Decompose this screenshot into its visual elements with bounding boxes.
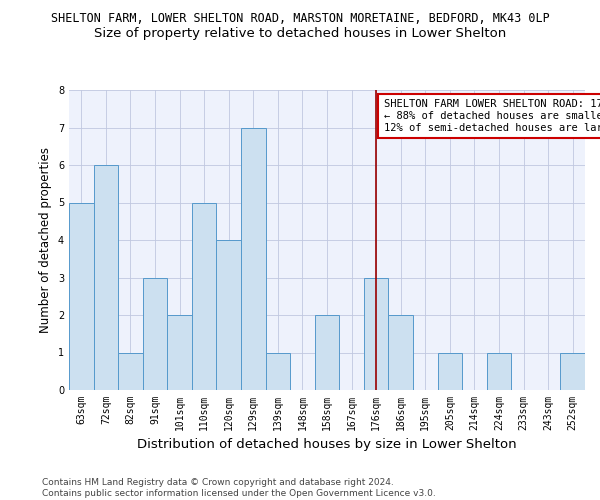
Text: Size of property relative to detached houses in Lower Shelton: Size of property relative to detached ho…: [94, 28, 506, 40]
Bar: [388, 315, 413, 390]
Bar: [364, 278, 388, 390]
Bar: [241, 128, 266, 390]
Bar: [167, 315, 192, 390]
Y-axis label: Number of detached properties: Number of detached properties: [40, 147, 52, 333]
Bar: [315, 315, 339, 390]
X-axis label: Distribution of detached houses by size in Lower Shelton: Distribution of detached houses by size …: [137, 438, 517, 452]
Bar: [266, 352, 290, 390]
Bar: [217, 240, 241, 390]
Bar: [69, 202, 94, 390]
Text: Contains HM Land Registry data © Crown copyright and database right 2024.
Contai: Contains HM Land Registry data © Crown c…: [42, 478, 436, 498]
Bar: [437, 352, 462, 390]
Bar: [94, 165, 118, 390]
Text: SHELTON FARM, LOWER SHELTON ROAD, MARSTON MORETAINE, BEDFORD, MK43 0LP: SHELTON FARM, LOWER SHELTON ROAD, MARSTO…: [50, 12, 550, 26]
Bar: [192, 202, 217, 390]
Bar: [118, 352, 143, 390]
Text: SHELTON FARM LOWER SHELTON ROAD: 175sqm
← 88% of detached houses are smaller (38: SHELTON FARM LOWER SHELTON ROAD: 175sqm …: [383, 100, 600, 132]
Bar: [143, 278, 167, 390]
Bar: [487, 352, 511, 390]
Bar: [560, 352, 585, 390]
